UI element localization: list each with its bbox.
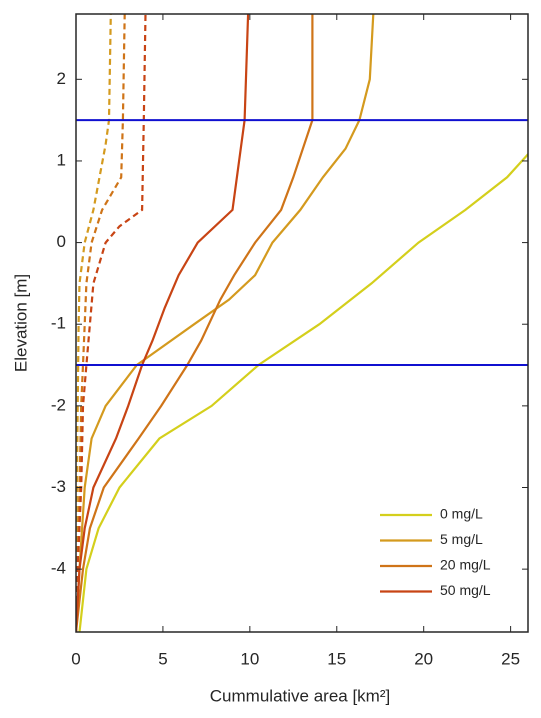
y-tick-label: 2 bbox=[57, 69, 66, 88]
x-tick-label: 0 bbox=[71, 649, 80, 668]
y-tick-label: -3 bbox=[51, 477, 66, 496]
x-tick-label: 5 bbox=[158, 649, 167, 668]
legend-label: 5 mg/L bbox=[440, 531, 483, 547]
y-tick-label: -4 bbox=[51, 559, 66, 578]
y-tick-label: -2 bbox=[51, 395, 66, 414]
y-tick-label: -1 bbox=[51, 314, 66, 333]
y-tick-label: 0 bbox=[57, 232, 66, 251]
legend-label: 50 mg/L bbox=[440, 582, 491, 598]
y-axis-label: Elevation [m] bbox=[11, 274, 30, 372]
x-tick-label: 20 bbox=[414, 649, 433, 668]
y-tick-label: 1 bbox=[57, 150, 66, 169]
x-axis-label: Cummulative area [km²] bbox=[210, 686, 390, 705]
legend-label: 0 mg/L bbox=[440, 506, 483, 522]
x-tick-label: 25 bbox=[501, 649, 520, 668]
legend-label: 20 mg/L bbox=[440, 557, 491, 573]
x-tick-label: 15 bbox=[327, 649, 346, 668]
x-tick-label: 10 bbox=[240, 649, 259, 668]
